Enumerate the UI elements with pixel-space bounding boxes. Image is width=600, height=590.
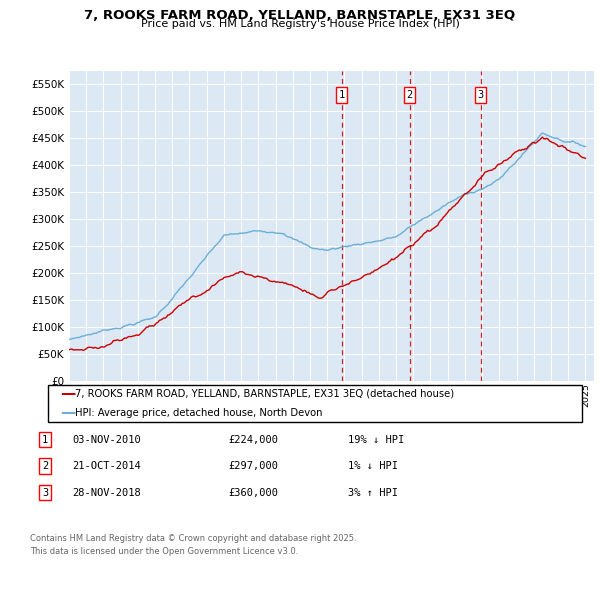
Text: 7, ROOKS FARM ROAD, YELLAND, BARNSTAPLE, EX31 3EQ: 7, ROOKS FARM ROAD, YELLAND, BARNSTAPLE,… [85,9,515,22]
Text: £360,000: £360,000 [228,488,278,497]
Text: 3: 3 [42,488,48,497]
Text: 2: 2 [42,461,48,471]
Text: 21-OCT-2014: 21-OCT-2014 [72,461,141,471]
Text: £224,000: £224,000 [228,435,278,444]
Text: —: — [60,405,76,421]
Text: Price paid vs. HM Land Registry's House Price Index (HPI): Price paid vs. HM Land Registry's House … [140,19,460,29]
Text: —: — [60,386,76,401]
Text: 1: 1 [42,435,48,444]
Text: Contains HM Land Registry data © Crown copyright and database right 2025.: Contains HM Land Registry data © Crown c… [30,534,356,543]
Text: 3: 3 [478,90,484,100]
Text: 3% ↑ HPI: 3% ↑ HPI [348,488,398,497]
Text: 1% ↓ HPI: 1% ↓ HPI [348,461,398,471]
Text: 1: 1 [338,90,344,100]
Text: This data is licensed under the Open Government Licence v3.0.: This data is licensed under the Open Gov… [30,547,298,556]
Text: 7, ROOKS FARM ROAD, YELLAND, BARNSTAPLE, EX31 3EQ (detached house): 7, ROOKS FARM ROAD, YELLAND, BARNSTAPLE,… [75,389,454,398]
Text: £297,000: £297,000 [228,461,278,471]
Text: 19% ↓ HPI: 19% ↓ HPI [348,435,404,444]
Text: 2: 2 [407,90,413,100]
Text: 28-NOV-2018: 28-NOV-2018 [72,488,141,497]
Text: 03-NOV-2010: 03-NOV-2010 [72,435,141,444]
Text: HPI: Average price, detached house, North Devon: HPI: Average price, detached house, Nort… [75,408,323,418]
